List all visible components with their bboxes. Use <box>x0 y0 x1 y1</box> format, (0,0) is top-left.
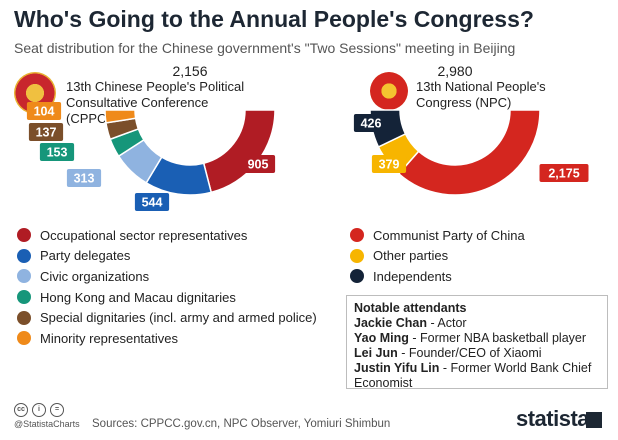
notable-person: Justin Yifu Lin - Former World Bank Chie… <box>354 361 600 391</box>
twitter-handle: @StatistaCharts <box>14 419 80 429</box>
legend-label: Other parties <box>373 248 449 264</box>
notable-person-role: - Founder/CEO of Xiaomi <box>397 346 542 360</box>
cppcc-value-label-3: 153 <box>39 143 75 161</box>
legend-swatch <box>17 331 31 346</box>
notable-list: Jackie Chan - Actor Yao Ming - Former NBA… <box>354 316 600 391</box>
info-icon: i <box>32 403 46 417</box>
svg-text:905: 905 <box>248 158 269 172</box>
cppcc-legend-item: Occupational sector representatives <box>17 225 317 246</box>
svg-text:426: 426 <box>361 117 382 131</box>
cppcc-total-label: 2,156 <box>172 63 207 79</box>
legend-swatch <box>17 310 31 325</box>
npc-legend: Communist Party of China Other parties Ind… <box>350 225 525 287</box>
cppcc-chart-title: 13th Chinese People's Political Consulta… <box>66 79 245 126</box>
legend-label: Special dignitaries (incl. army and arme… <box>40 310 317 326</box>
statista-logo: statista <box>516 406 590 431</box>
notable-person-role: - Former NBA basketball player <box>408 331 587 345</box>
notable-person: Jackie Chan - Actor <box>354 316 600 331</box>
cppcc-value-label-2: 313 <box>66 169 102 187</box>
svg-text:153: 153 <box>47 146 68 160</box>
notable-person-role: - Former World Bank Chief Economist <box>354 361 592 390</box>
cppcc-legend: Occupational sector representatives Party… <box>17 225 317 349</box>
legend-swatch <box>17 290 31 305</box>
svg-text:137: 137 <box>36 126 57 140</box>
npc-legend-item: Independents <box>350 266 525 287</box>
cppcc-legend-item: Civic organizations <box>17 266 317 287</box>
npc-emblem-icon <box>370 72 408 110</box>
svg-text:379: 379 <box>379 158 400 172</box>
cppcc-value-label-4: 137 <box>28 123 64 141</box>
npc-total-label: 2,980 <box>437 63 472 79</box>
npc-value-label-1: 379 <box>371 155 407 173</box>
cc-icon: cc <box>14 403 28 417</box>
notable-person-name: Justin Yifu Lin <box>354 361 440 375</box>
legend-label: Independents <box>373 268 452 284</box>
legend-label: Minority representatives <box>40 330 178 346</box>
donut-charts: 905 544 313 153 137 104 2,156 2,175 379 426 2,980 <box>26 63 589 211</box>
sources-text: Sources: CPPCC.gov.cn, NPC Observer, Yom… <box>92 418 391 430</box>
npc-value-label-2: 426 <box>353 114 389 132</box>
notable-attendants-box: Notable attendants Jackie Chan - Actor Ya… <box>346 295 608 391</box>
notable-person-name: Yao Ming <box>354 331 409 345</box>
cppcc-value-label-1: 544 <box>134 193 170 211</box>
legend-label: Hong Kong and Macau dignitaries <box>40 289 236 305</box>
legend-label: Party delegates <box>40 248 131 264</box>
cppcc-legend-item: Special dignitaries (incl. army and arme… <box>17 307 317 328</box>
npc-slice-0 <box>397 109 541 196</box>
legend-swatch <box>17 228 31 243</box>
legend-label: Occupational sector representatives <box>40 227 248 243</box>
legend-label: Communist Party of China <box>373 227 525 243</box>
svg-text:544: 544 <box>142 196 163 210</box>
npc-value-label-0: 2,175 <box>539 164 589 182</box>
notable-person: Lei Jun - Founder/CEO of Xiaomi <box>354 346 600 361</box>
notable-person-name: Lei Jun <box>354 346 398 360</box>
cppcc-legend-item: Minority representatives <box>17 328 317 349</box>
npc-chart-title: 13th National People's Congress (NPC) <box>416 79 546 110</box>
notable-person-role: - Actor <box>426 316 467 330</box>
svg-text:313: 313 <box>74 172 95 186</box>
legend-label: Civic organizations <box>40 268 150 284</box>
legend-swatch <box>17 248 31 263</box>
statista-logo-icon <box>586 412 602 428</box>
legend-swatch <box>17 269 31 284</box>
notable-person-name: Jackie Chan <box>354 316 427 330</box>
cppcc-value-label-5: 104 <box>26 102 62 120</box>
page-subtitle: Seat distribution for the Chinese govern… <box>14 40 516 56</box>
cppcc-legend-item: Party delegates <box>17 246 317 267</box>
equals-icon: = <box>50 403 64 417</box>
page-title: Who's Going to the Annual People's Congr… <box>14 6 534 32</box>
notable-heading: Notable attendants <box>354 301 467 315</box>
npc-legend-item: Communist Party of China <box>350 225 525 246</box>
legend-swatch <box>350 269 364 284</box>
cppcc-slice-5 <box>104 109 137 124</box>
legend-swatch <box>350 228 364 243</box>
legend-swatch <box>350 248 364 263</box>
cppcc-value-label-0: 905 <box>240 155 276 173</box>
svg-text:2,175: 2,175 <box>548 167 579 181</box>
svg-text:104: 104 <box>34 105 55 119</box>
cppcc-legend-item: Hong Kong and Macau dignitaries <box>17 287 317 308</box>
notable-person: Yao Ming - Former NBA basketball player <box>354 331 600 346</box>
cppcc-slice-0 <box>202 109 276 194</box>
npc-legend-item: Other parties <box>350 246 525 267</box>
